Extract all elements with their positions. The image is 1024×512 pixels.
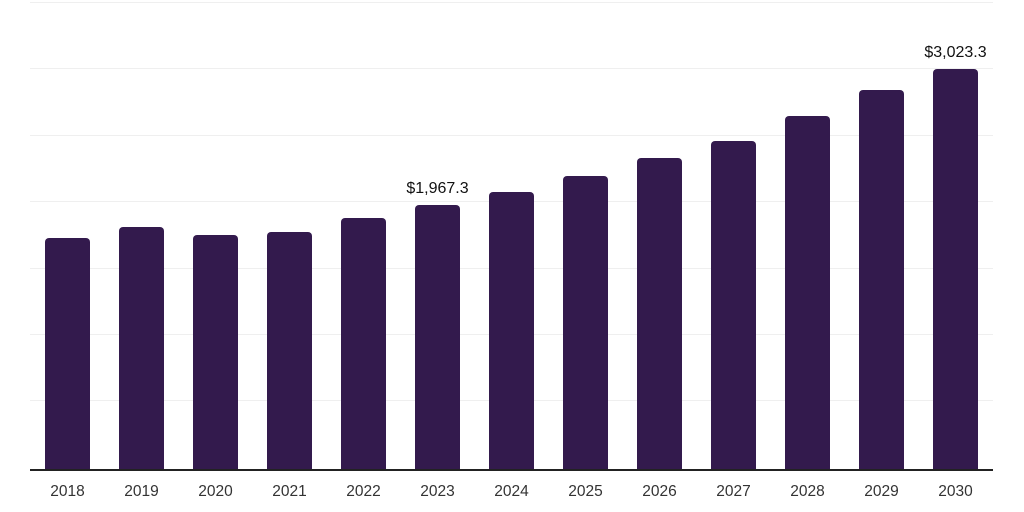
- bar-2025[interactable]: [563, 176, 608, 470]
- bar-2026[interactable]: [637, 158, 682, 470]
- bar-2030[interactable]: [933, 69, 978, 470]
- value-label-2023: $1,967.3: [406, 180, 469, 198]
- bar-2020[interactable]: [193, 235, 238, 470]
- bar-2027[interactable]: [711, 141, 756, 470]
- gridline: [30, 2, 993, 3]
- bar-2024[interactable]: [489, 192, 534, 470]
- x-tick-2029: 2029: [864, 483, 899, 500]
- x-tick-2030: 2030: [938, 483, 973, 500]
- bar-2029[interactable]: [859, 90, 904, 470]
- x-tick-2018: 2018: [50, 483, 85, 500]
- x-tick-2025: 2025: [568, 483, 603, 500]
- bar-2023[interactable]: [415, 205, 460, 470]
- x-axis-line: [30, 469, 993, 471]
- gridline: [30, 68, 993, 70]
- x-tick-2024: 2024: [494, 483, 529, 500]
- x-tick-2019: 2019: [124, 483, 159, 500]
- bar-2021[interactable]: [267, 232, 312, 470]
- gridline: [30, 134, 993, 136]
- bar-2018[interactable]: [45, 238, 90, 470]
- x-tick-2027: 2027: [716, 483, 751, 500]
- bar-2028[interactable]: [785, 116, 830, 470]
- x-tick-2028: 2028: [790, 483, 825, 500]
- bar-2019[interactable]: [119, 227, 164, 470]
- x-tick-2023: 2023: [420, 483, 455, 500]
- bar-2022[interactable]: [341, 218, 386, 470]
- value-label-2030: $3,023.3: [924, 44, 987, 62]
- x-tick-2026: 2026: [642, 483, 677, 500]
- x-tick-2020: 2020: [198, 483, 233, 500]
- x-tick-2022: 2022: [346, 483, 381, 500]
- x-tick-2021: 2021: [272, 483, 307, 500]
